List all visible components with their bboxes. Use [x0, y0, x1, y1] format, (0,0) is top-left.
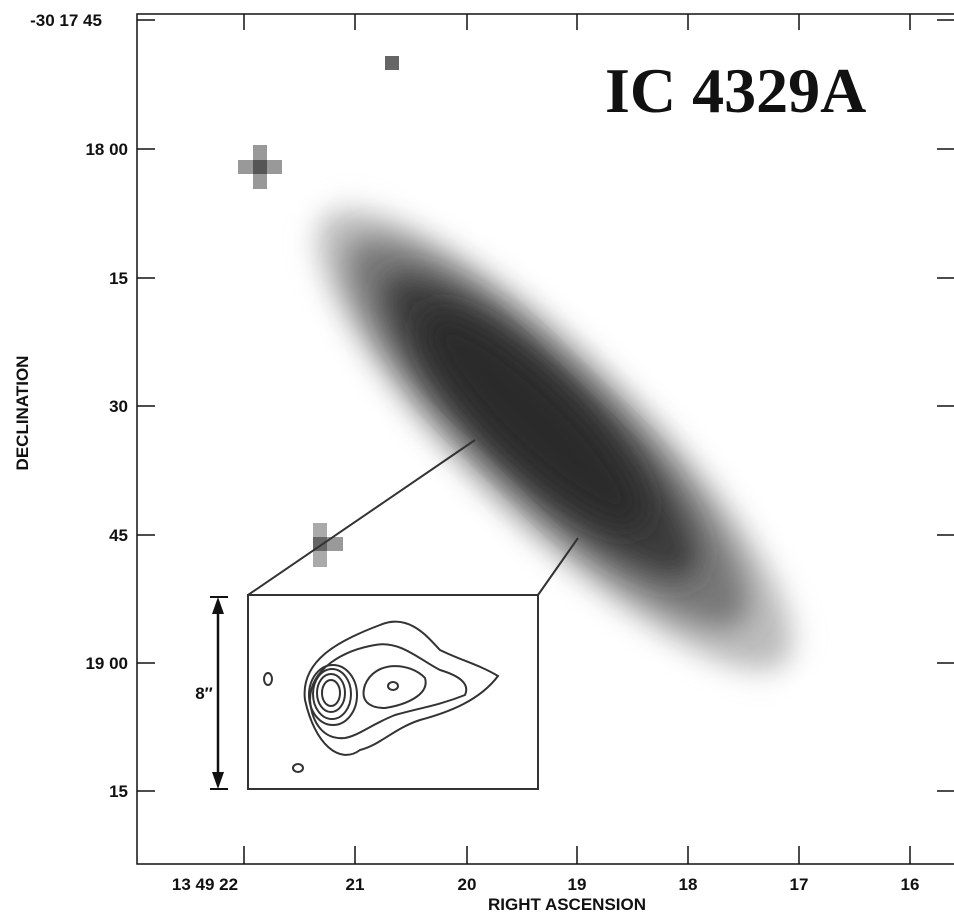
y-tick-label: 15: [109, 782, 128, 801]
inset: 8″: [195, 439, 579, 790]
x-tick-label: 20: [458, 875, 477, 894]
x-tick-label: 16: [901, 875, 920, 894]
x-tick-label: 17: [790, 875, 809, 894]
plot-frame: [136, 13, 954, 865]
figure-title: IC 4329A: [605, 55, 866, 126]
y-tick-label: 15: [109, 269, 128, 288]
x-axis-label: RIGHT ASCENSION: [488, 895, 646, 914]
y-tick-label: 18 00: [85, 140, 128, 159]
tick-marks: [137, 14, 954, 864]
y-tick-label: 19 00: [85, 654, 128, 673]
x-tick-label: 13 49 22: [172, 875, 238, 894]
y-axis-label: DECLINATION: [13, 356, 32, 471]
x-tick-label: 18: [679, 875, 698, 894]
x-tick-label: 21: [346, 875, 365, 894]
y-tick-label: 30: [109, 397, 128, 416]
y-tick-label: -30 17 45: [30, 11, 102, 30]
galaxy-image: [317, 209, 793, 671]
x-tick-label: 19: [568, 875, 587, 894]
y-tick-label: 45: [109, 526, 128, 545]
scale-label: 8″: [195, 684, 213, 703]
